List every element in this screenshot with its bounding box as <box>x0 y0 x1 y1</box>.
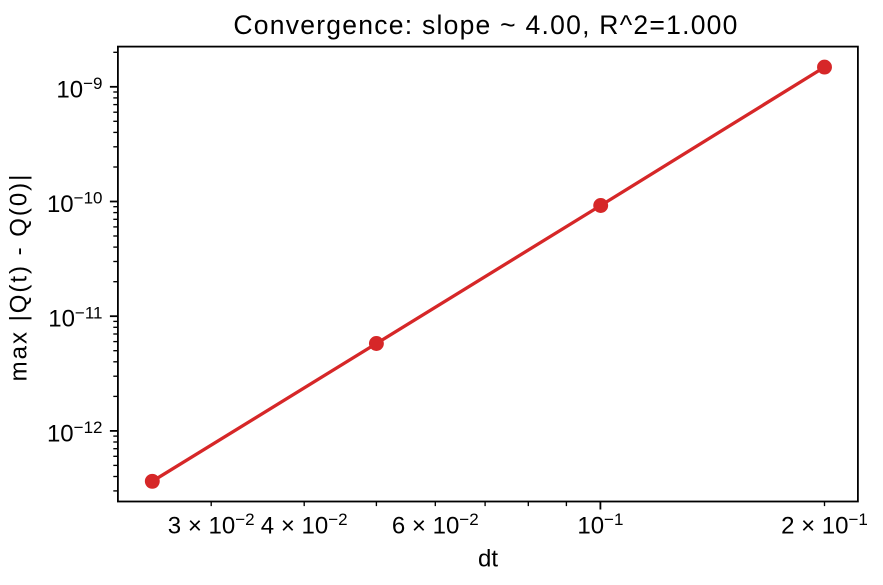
svg-text:max |Q(t) - Q(0)|: max |Q(t) - Q(0)| <box>6 173 33 382</box>
svg-text:Convergence: slope ~ 4.00, R^2: Convergence: slope ~ 4.00, R^2=1.000 <box>233 10 738 40</box>
svg-text:dt: dt <box>478 546 498 573</box>
